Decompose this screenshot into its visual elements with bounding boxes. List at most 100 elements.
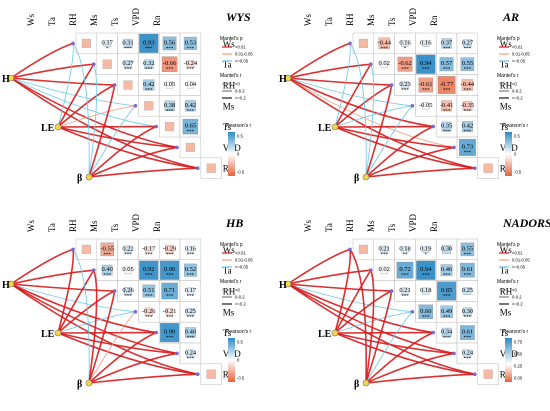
cell-value: -0.05 bbox=[419, 102, 433, 109]
cell-stars: *** bbox=[422, 315, 430, 320]
response-label: LE bbox=[41, 123, 55, 134]
heat-cell bbox=[101, 264, 113, 276]
panel-title: NADORS bbox=[502, 216, 550, 230]
cell-stars: *** bbox=[103, 253, 111, 258]
cell-value: 0.90 bbox=[164, 266, 175, 273]
row-label: Ta bbox=[223, 266, 232, 276]
mantel-link bbox=[287, 77, 476, 169]
mantel-link bbox=[334, 332, 476, 375]
response-node bbox=[85, 379, 93, 387]
diag-marker bbox=[185, 142, 195, 152]
pearson-colorbar: Pearson's r 0.5 0 -0.5 bbox=[503, 123, 528, 176]
cell-value: 0.31 bbox=[122, 39, 133, 46]
row-label: Ms bbox=[500, 101, 512, 111]
cell-value: 0.42 bbox=[143, 81, 154, 88]
row-label: RH bbox=[500, 81, 513, 91]
column-label: Ts bbox=[387, 223, 397, 232]
response-node bbox=[284, 280, 292, 288]
mantel-link bbox=[10, 42, 74, 79]
mantel-link bbox=[365, 269, 375, 384]
variable-node bbox=[175, 145, 179, 150]
mantel-link bbox=[287, 283, 455, 355]
heat-cell bbox=[144, 59, 154, 69]
cell-stars: *** bbox=[443, 295, 451, 300]
colorbar-tick: 0.5 bbox=[237, 134, 243, 139]
diag-marker bbox=[483, 163, 493, 173]
cell-value: 0.49 bbox=[441, 308, 452, 315]
variable-node bbox=[71, 41, 75, 46]
mantel-r-item: 0-0.2 bbox=[235, 89, 245, 94]
mantel-p-item: <0.01 bbox=[235, 251, 246, 256]
heat-cell bbox=[463, 39, 472, 48]
mantel-link bbox=[287, 77, 455, 148]
mantel-link bbox=[349, 248, 367, 384]
cell-stars: *** bbox=[187, 315, 195, 320]
cell-stars: *** bbox=[124, 295, 132, 300]
heat-cell bbox=[422, 287, 430, 295]
cell-stars: *** bbox=[380, 47, 388, 52]
variable-node bbox=[112, 289, 117, 293]
variable-node bbox=[71, 247, 75, 252]
column-label: Rn bbox=[429, 221, 439, 232]
cell-value: 0.18 bbox=[420, 287, 431, 294]
column-label: Ta bbox=[47, 223, 57, 232]
row-label: Ws bbox=[223, 39, 235, 49]
cell-value: 0.21 bbox=[399, 287, 410, 294]
heat-cell bbox=[186, 307, 195, 316]
cell-value: 0.16 bbox=[185, 245, 197, 252]
cell-stars: *** bbox=[124, 68, 132, 73]
cell-stars: *** bbox=[422, 274, 430, 279]
mantel-r-item: >=0.2 bbox=[512, 302, 523, 307]
row-label: Ts bbox=[223, 328, 232, 338]
mantel-link bbox=[334, 332, 455, 355]
cell-stars: *** bbox=[443, 315, 451, 320]
variable-node bbox=[133, 310, 138, 314]
heat-cell bbox=[182, 118, 199, 135]
pearson-colorbar: Pearson's r 0.5 0 -0.5 bbox=[226, 329, 251, 382]
response-node bbox=[331, 329, 339, 337]
heat-cell bbox=[123, 286, 133, 296]
mantel-link bbox=[88, 373, 199, 384]
cell-value: 0.30 bbox=[441, 245, 452, 252]
cell-stars: *** bbox=[166, 336, 174, 341]
variable-node bbox=[473, 166, 477, 170]
mantel-link bbox=[365, 105, 413, 178]
cell-value: 0.61 bbox=[462, 329, 473, 336]
response-label: β bbox=[77, 173, 82, 184]
mantel-link bbox=[10, 283, 116, 292]
cell-stars: *** bbox=[166, 68, 174, 73]
heat-cell bbox=[440, 305, 453, 318]
mantel-p-title: Mantel's p bbox=[220, 242, 243, 248]
cell-stars: *** bbox=[401, 68, 409, 73]
cell-stars: *** bbox=[145, 295, 153, 300]
mantel-link bbox=[57, 248, 75, 334]
variable-node bbox=[431, 124, 435, 129]
diag-marker bbox=[206, 369, 216, 379]
cell-value: 0.24 bbox=[185, 349, 197, 356]
response-label: H bbox=[279, 74, 287, 85]
heat-cell bbox=[441, 100, 453, 112]
column-label: Ts bbox=[387, 17, 397, 26]
cell-stars: *** bbox=[187, 109, 195, 114]
heat-cell bbox=[161, 56, 178, 72]
cell-stars: *** bbox=[443, 109, 451, 114]
cell-stars: *** bbox=[464, 336, 472, 341]
cell-stars: *** bbox=[145, 47, 153, 52]
column-label: Ws bbox=[303, 220, 313, 232]
diag-marker bbox=[123, 80, 133, 90]
mantel-legend: Mantel's p <0.01 0.01-0.05 >=0.05 Mantel's r… bbox=[497, 242, 530, 307]
cell-stars: *** bbox=[464, 68, 472, 73]
cell-value: -0.17 bbox=[142, 245, 156, 252]
heat-cell bbox=[142, 284, 156, 298]
heat-cell bbox=[437, 76, 456, 94]
cell-value: 0.26 bbox=[122, 287, 134, 294]
colorbar-gradient bbox=[505, 132, 512, 176]
mantel-p-item: 0.01-0.05 bbox=[235, 258, 253, 263]
pearson-title: Pearson's r bbox=[226, 329, 251, 335]
mantel-link bbox=[287, 283, 476, 375]
cell-value: 0.17 bbox=[185, 287, 197, 294]
mantel-link bbox=[365, 146, 455, 178]
mantel-legend: Mantel's p <0.01 0.01-0.05 >=0.05 Mantel's r… bbox=[497, 36, 530, 101]
cell-value: 0.16 bbox=[399, 39, 411, 46]
heat-cell bbox=[186, 287, 194, 295]
